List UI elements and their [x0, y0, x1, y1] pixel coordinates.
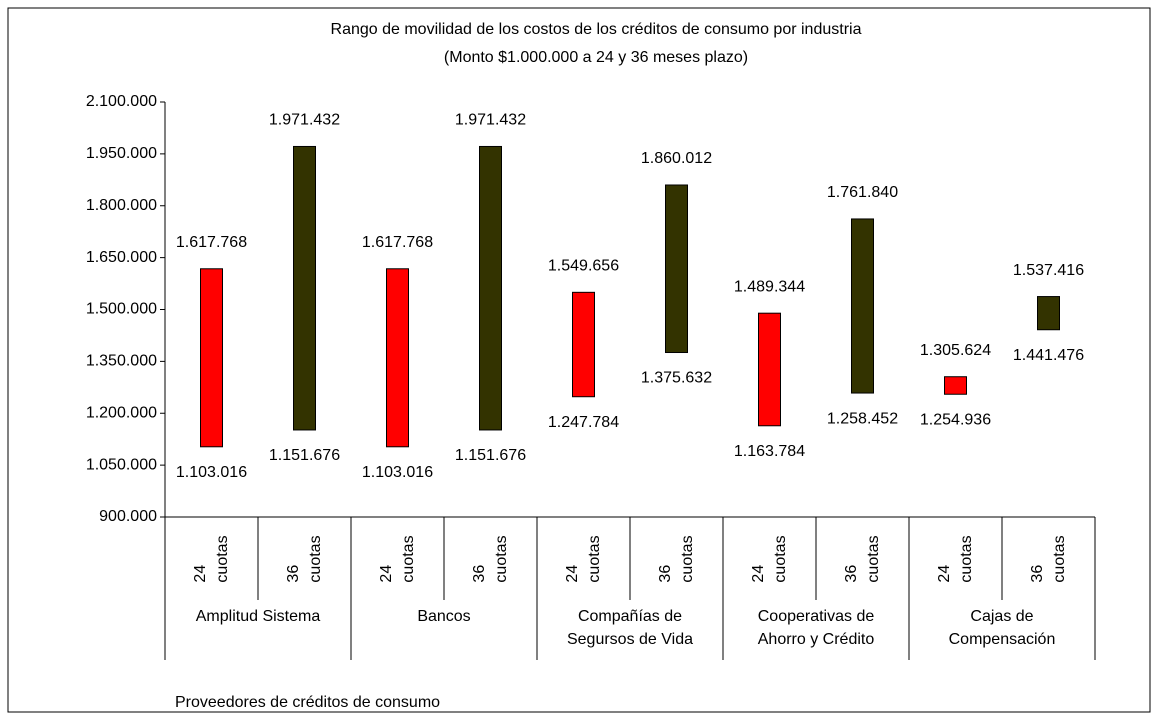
range-bar	[1037, 296, 1060, 331]
low-label: 1.375.632	[641, 370, 712, 387]
chart-subtitle: (Monto $1.000.000 a 24 y 36 meses plazo)	[444, 49, 748, 66]
chart-title: Rango de movilidad de los costos de los …	[331, 21, 862, 38]
category-label: 36 cuotas	[284, 535, 324, 583]
y-tick-label: 1.050.000	[86, 456, 157, 473]
high-label: 1.305.624	[920, 342, 991, 359]
category-label: 36 cuotas	[842, 535, 882, 583]
category-label: 24 cuotas	[935, 535, 975, 583]
high-label: 1.549.656	[548, 258, 619, 275]
low-label: 1.103.016	[362, 464, 433, 481]
category-label: 36 cuotas	[470, 535, 510, 583]
category-label: 24 cuotas	[563, 535, 603, 583]
y-tick-label: 1.500.000	[86, 301, 157, 318]
group-label: Cajas de Compensación	[948, 608, 1056, 648]
y-tick-label: 1.350.000	[86, 353, 157, 370]
category-label: 36 cuotas	[1028, 535, 1068, 583]
high-label: 1.617.768	[176, 234, 247, 251]
category-label: 24 cuotas	[191, 535, 231, 583]
range-bar	[293, 145, 316, 431]
range-bar	[572, 291, 595, 398]
y-tick-label: 1.650.000	[86, 249, 157, 266]
range-bar	[665, 184, 688, 354]
range-bar	[851, 218, 874, 394]
category-label: 24 cuotas	[377, 535, 417, 583]
low-label: 1.151.676	[455, 447, 526, 464]
low-label: 1.254.936	[920, 411, 991, 428]
low-label: 1.258.452	[827, 410, 898, 427]
low-label: 1.441.476	[1013, 347, 1084, 364]
y-tick-label: 1.950.000	[86, 145, 157, 162]
y-tick-label: 1.200.000	[86, 404, 157, 421]
high-label: 1.617.768	[362, 234, 433, 251]
range-bar	[200, 268, 223, 448]
range-bar	[386, 268, 409, 448]
x-axis-label: Proveedores de créditos de consumo	[175, 694, 440, 711]
low-label: 1.163.784	[734, 443, 805, 460]
low-label: 1.103.016	[176, 464, 247, 481]
high-label: 1.971.432	[455, 112, 526, 129]
low-label: 1.247.784	[548, 414, 619, 431]
group-label: Bancos	[417, 608, 471, 625]
high-label: 1.860.012	[641, 150, 712, 167]
y-tick-label: 900.000	[99, 508, 157, 525]
low-label: 1.151.676	[269, 447, 340, 464]
y-tick-label: 1.800.000	[86, 197, 157, 214]
group-label: Compañías de Segursos de Vida	[566, 608, 693, 648]
range-bar	[479, 145, 502, 431]
range-bar	[944, 376, 967, 395]
range-bar	[758, 312, 781, 427]
y-tick-label: 2.100.000	[86, 93, 157, 110]
high-label: 1.761.840	[827, 184, 898, 201]
category-label: 36 cuotas	[656, 535, 696, 583]
category-label: 24 cuotas	[749, 535, 789, 583]
high-label: 1.489.344	[734, 278, 805, 295]
group-label: Amplitud Sistema	[195, 608, 321, 625]
high-label: 1.971.432	[269, 112, 340, 129]
group-label: Cooperativas de Ahorro y Crédito	[757, 608, 875, 648]
high-label: 1.537.416	[1013, 262, 1084, 279]
